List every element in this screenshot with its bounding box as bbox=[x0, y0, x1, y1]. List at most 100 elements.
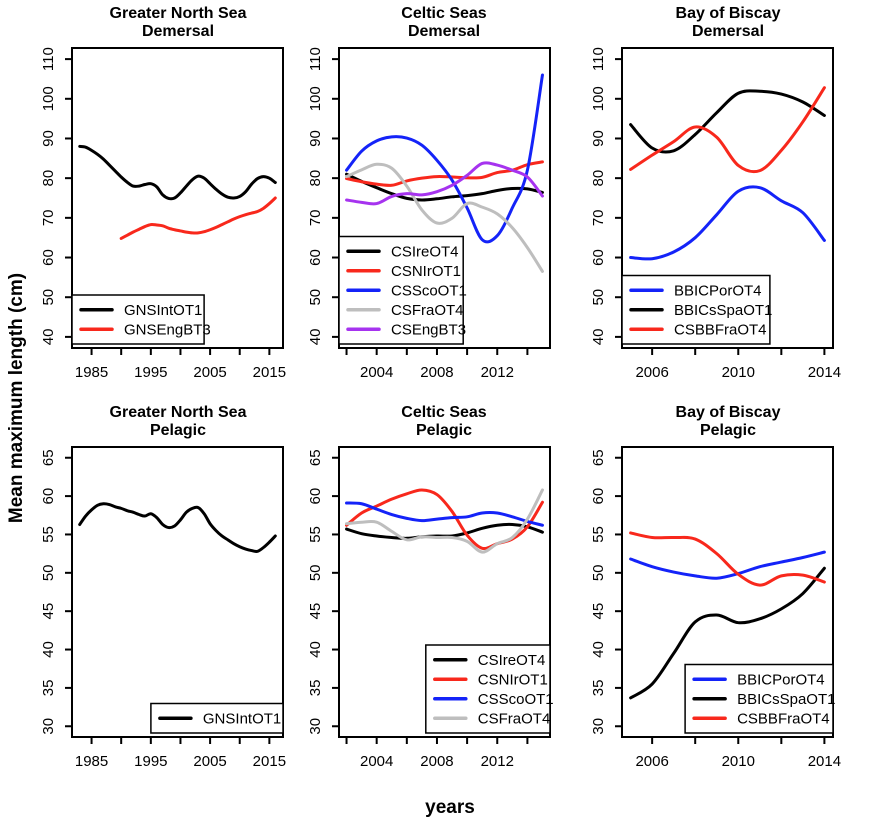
y-tick-label: 50 bbox=[40, 289, 57, 306]
y-tick-label: 65 bbox=[590, 449, 607, 466]
y-tick-label: 50 bbox=[40, 564, 57, 581]
y-tick-label: 50 bbox=[590, 289, 607, 306]
x-tick-label: 1985 bbox=[75, 364, 108, 381]
series-group bbox=[345, 73, 544, 273]
y-tick-label: 100 bbox=[590, 86, 607, 111]
panel-title-line: Pelagic bbox=[699, 422, 757, 439]
y-tick-label: 70 bbox=[40, 209, 57, 226]
y-tick-label: 100 bbox=[40, 86, 57, 111]
y-tick-label: 110 bbox=[40, 47, 57, 71]
y-axis-label: Mean maximum length (cm) bbox=[6, 272, 27, 524]
plot-box bbox=[71, 446, 284, 738]
y-tick-label: 110 bbox=[307, 47, 324, 71]
y-tick-label: 45 bbox=[40, 603, 57, 620]
x-tick-label: 2005 bbox=[193, 364, 226, 381]
panel-title-line: Celtic Seas bbox=[401, 5, 487, 22]
x-tick-label: 2012 bbox=[481, 364, 514, 381]
legend-box bbox=[71, 294, 205, 345]
y-tick-label: 55 bbox=[307, 526, 324, 543]
legend-label-GNSEngBT3: GNSEngBT3 bbox=[124, 321, 211, 338]
series-line-CSIreOT4 bbox=[345, 172, 544, 202]
legend-label-CSFraOT4: CSFraOT4 bbox=[478, 710, 551, 727]
legend-label-BBICsSpaOT1: BBICsSpaOT1 bbox=[674, 302, 772, 319]
panel-title-line: Demersal bbox=[691, 23, 765, 40]
legend-label-CSScoOT1: CSScoOT1 bbox=[478, 691, 554, 708]
x-tick-label: 2006 bbox=[635, 753, 668, 770]
panel-greater-north-sea-demersal: 40 50 60 70 80 90 100 110 1985 1995 2005 2015 GNSInt… bbox=[40, 47, 286, 381]
y-tick-label: 70 bbox=[590, 209, 607, 226]
legend-label-GNSIntOT1: GNSIntOT1 bbox=[203, 710, 281, 727]
series-line-BBICPorOT4 bbox=[629, 550, 826, 580]
y-tick-label: 40 bbox=[40, 641, 57, 658]
x-tick-label: 1995 bbox=[134, 364, 167, 381]
x-tick-label: 2006 bbox=[635, 364, 668, 381]
y-tick-label: 50 bbox=[307, 289, 324, 306]
plot-box bbox=[621, 47, 834, 349]
plot-box bbox=[338, 446, 551, 738]
series-line-CSBBFraOT4 bbox=[629, 531, 826, 587]
x-tick-label: 2005 bbox=[193, 753, 226, 770]
y-tick-label: 60 bbox=[307, 249, 324, 266]
legend-label-BBICsSpaOT1: BBICsSpaOT1 bbox=[737, 691, 835, 708]
series-line-CSBBFraOT4 bbox=[629, 86, 826, 174]
panel-title-line: Celtic Seas bbox=[401, 404, 487, 421]
x-tick-label: 2010 bbox=[722, 364, 755, 381]
panel-title-line: Demersal bbox=[141, 23, 215, 40]
y-tick-label: 90 bbox=[307, 130, 324, 147]
x-tick-label: 1995 bbox=[134, 753, 167, 770]
legend-greater-north-sea-pelagic: GNSIntOT1 bbox=[150, 702, 284, 734]
x-tick-label: 2008 bbox=[420, 364, 453, 381]
legend-label-GNSIntOT1: GNSIntOT1 bbox=[124, 302, 202, 319]
series-line-BBICsSpaOT1 bbox=[629, 89, 826, 154]
legend-label-CSEngBT3: CSEngBT3 bbox=[391, 321, 466, 338]
x-tick-label: 2012 bbox=[481, 753, 514, 770]
legend-label-CSScoOT1: CSScoOT1 bbox=[391, 282, 467, 299]
series-group bbox=[345, 488, 544, 554]
series-line-CSScoOT1 bbox=[345, 73, 544, 244]
panel-title-celtic-seas-demersal: Celtic Seas Demersal bbox=[401, 5, 486, 41]
legend-celtic-seas-pelagic: CSIreOT4 CSNIrOT1 CSScoOT1 CSFraOT4 bbox=[425, 644, 554, 734]
y-tick-label: 50 bbox=[307, 564, 324, 581]
x-tick-label: 1985 bbox=[75, 753, 108, 770]
series-group bbox=[78, 144, 277, 240]
y-tick-label: 50 bbox=[590, 564, 607, 581]
panel-title-bay-of-biscay-demersal: Bay of Biscay Demersal bbox=[676, 5, 781, 41]
legend-label-CSBBFraOT4: CSBBFraOT4 bbox=[737, 710, 830, 727]
panel-celtic-seas-pelagic: 30 35 40 45 50 55 60 65 2004 2008 2012 CSIreOT4 CSNI… bbox=[307, 446, 554, 770]
legend-label-CSIreOT4: CSIreOT4 bbox=[391, 243, 459, 260]
plot-box bbox=[621, 446, 834, 738]
panel-greater-north-sea-pelagic: 30 35 40 45 50 55 60 65 1985 1995 2005 2015 GNSIntOT… bbox=[40, 446, 286, 770]
series-line-BBICPorOT4 bbox=[629, 185, 826, 261]
y-tick-label: 100 bbox=[307, 86, 324, 111]
y-tick-label: 45 bbox=[307, 603, 324, 620]
panel-title-celtic-seas-pelagic: Celtic Seas Pelagic bbox=[401, 404, 486, 440]
y-tick-label: 60 bbox=[307, 488, 324, 505]
series-line-GNSIntOT1 bbox=[78, 502, 277, 553]
y-tick-label: 65 bbox=[307, 449, 324, 466]
panel-title-line: Bay of Biscay bbox=[675, 404, 781, 421]
x-tick-label: 2010 bbox=[722, 753, 755, 770]
y-tick-label: 35 bbox=[307, 680, 324, 697]
x-tick-label: 2008 bbox=[420, 753, 453, 770]
y-tick-label: 40 bbox=[590, 641, 607, 658]
y-tick-label: 45 bbox=[590, 603, 607, 620]
y-tick-label: 80 bbox=[40, 170, 57, 187]
panel-title-line: Greater North Sea bbox=[109, 404, 247, 421]
y-tick-label: 80 bbox=[590, 170, 607, 187]
y-tick-label: 40 bbox=[590, 329, 607, 346]
legend-label-CSIreOT4: CSIreOT4 bbox=[478, 652, 546, 669]
panel-title-line: Pelagic bbox=[149, 422, 207, 439]
series-line-CSFraOT4 bbox=[345, 488, 544, 554]
legend-bay-of-biscay-demersal: BBICPorOT4 BBICsSpaOT1 CSBBFraOT4 bbox=[621, 274, 772, 345]
x-tick-label: 2014 bbox=[808, 753, 841, 770]
y-tick-label: 110 bbox=[590, 47, 607, 71]
y-tick-label: 55 bbox=[40, 526, 57, 543]
x-tick-label: 2015 bbox=[253, 753, 286, 770]
y-tick-label: 40 bbox=[40, 329, 57, 346]
x-axis-label: years bbox=[425, 797, 475, 818]
legend-label-CSFraOT4: CSFraOT4 bbox=[391, 302, 464, 319]
y-tick-label: 40 bbox=[307, 641, 324, 658]
